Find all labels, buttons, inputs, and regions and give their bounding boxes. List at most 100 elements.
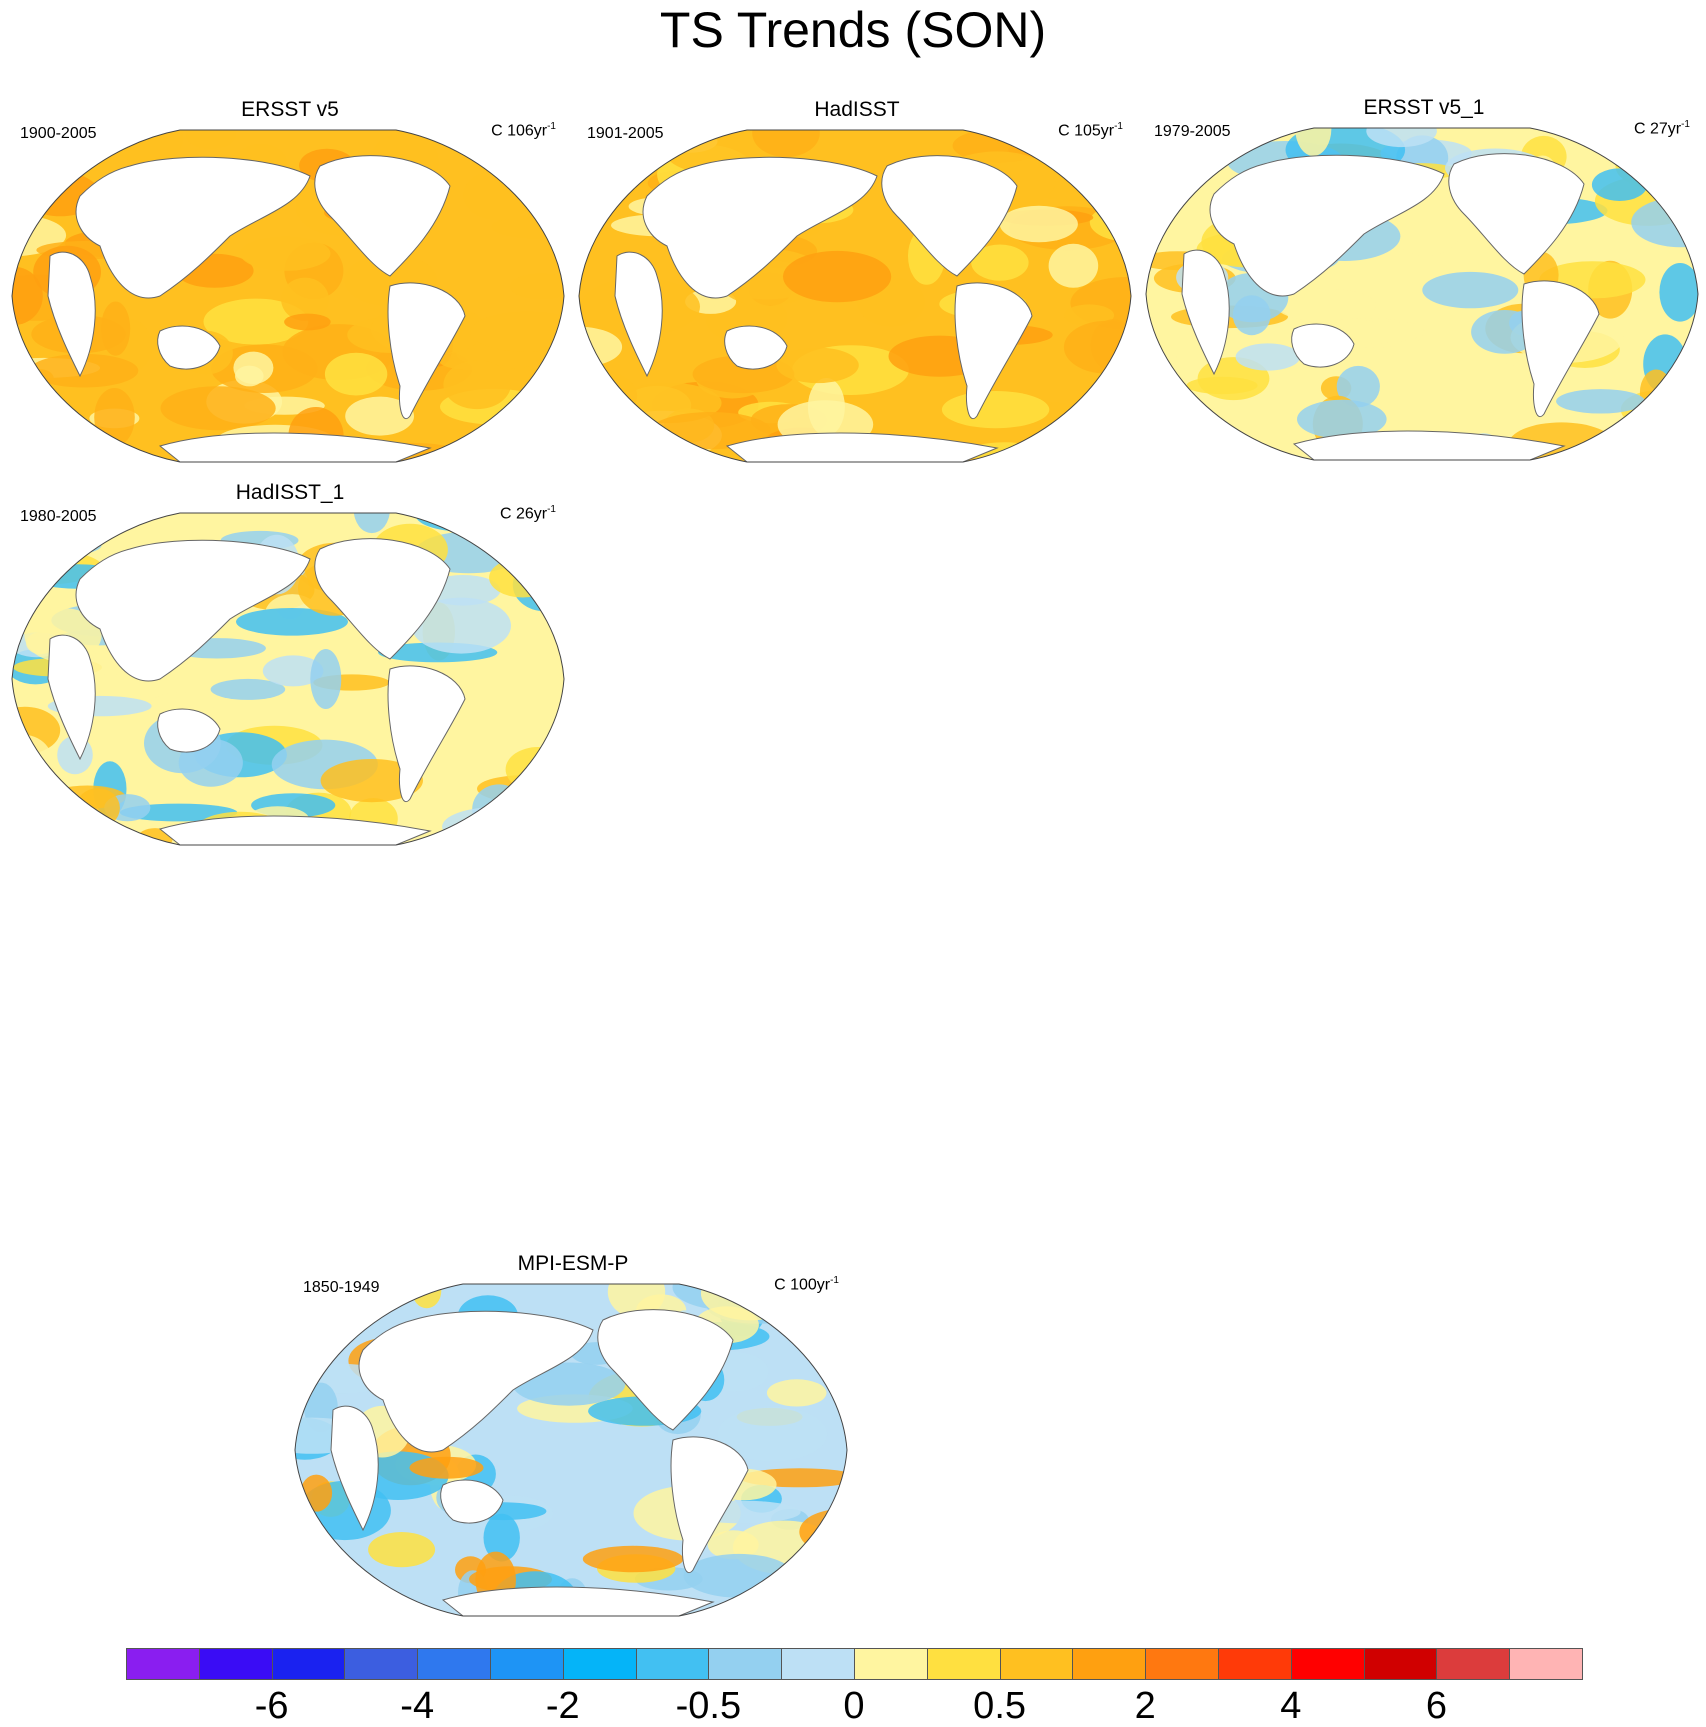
anomaly-blob [941,391,1050,429]
anomaly-blob [310,649,342,709]
landmass [387,665,466,802]
landmass [1209,154,1445,297]
map-panel-ersst-v5-1: ERSST v5_1 1979-2005 C 27yr-1 [1144,96,1704,461]
anomaly-blob [284,313,331,331]
anomaly-blob [1422,271,1519,309]
anomaly-blob [510,273,564,300]
anomaly-blob [1022,130,1087,154]
panel-period: 1900-2005 [20,125,97,142]
colorbar-swatch [271,1648,346,1680]
anomaly-blob [489,557,557,598]
landmass [881,155,1018,277]
colorbar-swatch [417,1648,491,1680]
panel-title: ERSST v5 [241,98,339,121]
colorbar-swatch [1218,1648,1292,1680]
anomaly-blob [1639,128,1694,154]
anomaly-blob [1064,304,1115,327]
landmass [158,815,432,845]
anomaly-blob [783,250,892,303]
anomaly-blob [589,150,619,175]
map-panel-ersst-v5: ERSST v5 1900-2005 C 106yr-1 [10,98,570,463]
anomaly-blob [160,386,276,431]
anomaly-blob [295,1564,353,1605]
anomaly-blob [1093,130,1131,162]
anomaly-blob [1094,130,1131,181]
colorbar-tick-label: -4 [400,1685,435,1727]
landmass [1292,430,1566,460]
colorbar-swatch [1509,1648,1583,1680]
landmass [642,156,878,299]
map-outline [294,1283,848,1617]
anomaly-blob [12,214,67,257]
panel-period: 1850-1949 [303,1279,380,1296]
colorbar-swatch [1072,1648,1147,1680]
anomaly-blob [368,1532,436,1568]
panel-period: 1980-2005 [20,508,97,525]
map-panel-mpi-esm-p: MPI-ESM-P 1850-1949 C 100yr-1 [293,1252,853,1617]
colorbar-swatch [562,1648,637,1680]
anomaly-blob [1048,243,1099,288]
panel-units: C 27yr-1 [1633,119,1690,138]
colorbar-tick-label: 4 [1280,1685,1302,1727]
anomaly-blob [281,277,329,321]
colorbar-tick-label: -2 [545,1685,580,1727]
anomaly-blob [483,1513,520,1562]
anomaly-blob [443,360,511,410]
colorbar-tick-label: 0.5 [973,1685,1027,1727]
anomaly-blob [240,236,331,271]
colorbar-swatch [126,1648,200,1680]
anomaly-blob [236,608,348,636]
colorbar-tick-label: -6 [254,1685,289,1727]
panel-title: HadISST [814,98,900,121]
anomaly-blob [583,143,655,181]
anomaly-blob [1654,412,1683,460]
anomaly-blob [1275,288,1377,322]
colorbar [126,1648,1583,1682]
landmass [1448,153,1585,275]
anomaly-blob [1650,433,1698,460]
anomaly-blob [12,130,92,146]
anomaly-blob [1471,310,1539,354]
panel-units: C 105yr-1 [1058,121,1123,140]
anomaly-blob [1108,186,1131,212]
landmass [724,325,788,370]
colorbar-tick-label: 2 [1134,1685,1156,1727]
panel-period: 1979-2005 [1154,123,1231,140]
landmass [614,251,663,378]
panel-period: 1901-2005 [587,125,664,142]
anomaly-blob [324,352,388,396]
landmass [158,432,432,462]
anomaly-blob [1232,295,1271,336]
landmass [441,1586,715,1616]
anomaly-blob [1297,399,1387,439]
colorbar-swatch [926,1648,1001,1680]
map-svg [578,129,1132,463]
anomaly-blob [353,513,390,534]
anomaly-blob [999,205,1078,243]
anomaly-blob [411,597,512,654]
anomaly-blob [1591,168,1648,201]
anomaly-blob [1389,199,1463,256]
anomaly-blob [345,396,414,436]
landmass [387,282,466,419]
anomaly-blob [1235,343,1300,371]
anomaly-blob [409,1456,484,1479]
anomaly-blob [766,1379,827,1407]
anomaly-blob [776,347,859,384]
map-outline [11,129,565,463]
anomaly-blob [16,130,117,167]
anomaly-blob [717,1406,828,1462]
colorbar-swatch [999,1648,1074,1680]
anomaly-blob [530,513,564,542]
landmass [1181,249,1230,376]
anomaly-blob [579,166,608,191]
landmass [330,1405,379,1532]
map-svg [11,512,565,846]
colorbar-tick-label: -0.5 [675,1685,742,1727]
landmass [597,1309,734,1431]
landmass [440,1479,504,1524]
anomaly-blob [683,1553,795,1598]
colorbar-swatch [1363,1648,1438,1680]
anomaly-blob [757,1284,847,1308]
anomaly-blob [497,800,564,845]
